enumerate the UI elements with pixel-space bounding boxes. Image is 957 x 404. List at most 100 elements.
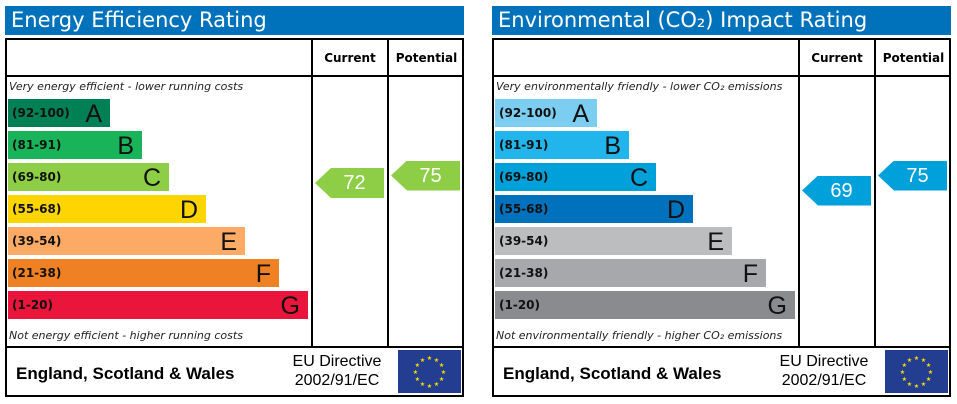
- bottom-note: Not environmentally friendly - higher CO…: [496, 329, 783, 342]
- band-e: (39-54) E: [8, 227, 245, 256]
- svg-text:★: ★: [415, 376, 420, 383]
- potential-rating-arrow: 75: [391, 160, 460, 191]
- band-f: (21-38) F: [495, 259, 766, 288]
- svg-text:★: ★: [926, 376, 931, 383]
- svg-text:★: ★: [439, 362, 444, 369]
- region-label: England, Scotland & Wales: [16, 364, 235, 383]
- svg-text:★: ★: [420, 357, 425, 364]
- region-label: England, Scotland & Wales: [503, 364, 722, 383]
- svg-text:★: ★: [413, 369, 418, 376]
- potential-rating-arrow: 75: [878, 160, 947, 191]
- band-range: (1-20): [12, 298, 53, 312]
- eu-flag-icon: ★★★★★★★★★ ★ ★★: [885, 350, 948, 393]
- chart-frame: [492, 38, 951, 397]
- svg-text:★: ★: [926, 362, 931, 369]
- band-letter: B: [117, 132, 134, 160]
- directive-number: 2002/91/EC: [294, 372, 380, 389]
- bottom-note: Not energy efficient - higher running co…: [9, 329, 243, 342]
- band-g: (1-20) G: [495, 291, 795, 320]
- top-note: Very environmentally friendly - lower CO…: [496, 80, 783, 93]
- band-letter: C: [142, 164, 161, 192]
- svg-text:★: ★: [427, 383, 432, 390]
- band-letter: B: [604, 132, 621, 160]
- band-range: (69-80): [499, 170, 549, 184]
- band-range: (92-100): [499, 106, 557, 120]
- directive-number: 2002/91/EC: [781, 372, 867, 389]
- chart-title: Environmental (CO₂) Impact Rating: [492, 6, 951, 35]
- divider: [492, 75, 951, 77]
- band-c: (69-80) C: [8, 163, 169, 192]
- band-letter: E: [707, 228, 724, 256]
- svg-text:★: ★: [434, 381, 439, 388]
- energy-efficiency-chart: Energy Efficiency Rating Current Potenti…: [0, 0, 470, 404]
- eu-flag-icon: ★★★★★★★★★ ★ ★★: [398, 350, 461, 393]
- svg-text:★: ★: [441, 369, 446, 376]
- svg-text:★: ★: [914, 355, 919, 362]
- divider: [798, 38, 800, 348]
- current-rating-arrow: 69: [802, 175, 871, 206]
- band-range: (39-54): [499, 234, 549, 248]
- chart-title: Energy Efficiency Rating: [5, 6, 464, 35]
- band-range: (21-38): [499, 266, 549, 280]
- band-letter: F: [742, 260, 758, 288]
- band-f: (21-38) F: [8, 259, 279, 288]
- svg-text:★: ★: [415, 362, 420, 369]
- eu-directive: EU Directive 2002/91/EC: [283, 352, 391, 390]
- band-letter: G: [767, 292, 787, 320]
- svg-text:★: ★: [907, 357, 912, 364]
- band-letter: A: [572, 100, 589, 128]
- band-letter: F: [255, 260, 271, 288]
- band-letter: C: [629, 164, 648, 192]
- svg-text:★: ★: [921, 357, 926, 364]
- svg-text:★: ★: [420, 381, 425, 388]
- svg-text:★: ★: [439, 376, 444, 383]
- band-range: (55-68): [499, 202, 549, 216]
- band-range: (92-100): [12, 106, 70, 120]
- band-d: (55-68) D: [8, 195, 206, 224]
- band-range: (81-91): [12, 138, 62, 152]
- svg-text:★: ★: [427, 355, 432, 362]
- band-d: (55-68) D: [495, 195, 693, 224]
- divider: [874, 38, 876, 348]
- environmental-impact-chart: Environmental (CO₂) Impact Rating Curren…: [487, 0, 957, 404]
- current-header: Current: [811, 51, 863, 65]
- directive-line: EU Directive: [292, 353, 382, 370]
- svg-text:★: ★: [902, 376, 907, 383]
- current-rating-arrow: 72: [315, 168, 384, 198]
- divider: [311, 38, 313, 348]
- divider: [492, 346, 951, 348]
- divider: [5, 75, 464, 77]
- band-range: (21-38): [12, 266, 62, 280]
- band-range: (69-80): [12, 170, 62, 184]
- svg-text:★: ★: [921, 381, 926, 388]
- band-a: (92-100) A: [495, 99, 597, 128]
- band-a: (92-100) A: [8, 99, 110, 128]
- band-letter: D: [666, 196, 685, 224]
- band-letter: E: [220, 228, 237, 256]
- band-letter: A: [85, 100, 102, 128]
- svg-text:★: ★: [928, 369, 933, 376]
- svg-text:★: ★: [900, 369, 905, 376]
- current-header: Current: [324, 51, 376, 65]
- band-b: (81-91) B: [495, 131, 629, 160]
- chart-frame: [5, 38, 464, 397]
- band-g: (1-20) G: [8, 291, 308, 320]
- directive-line: EU Directive: [779, 353, 869, 370]
- divider: [5, 346, 464, 348]
- divider: [387, 38, 389, 348]
- band-b: (81-91) B: [8, 131, 142, 160]
- band-letter: D: [179, 196, 198, 224]
- svg-text:★: ★: [914, 383, 919, 390]
- band-e: (39-54) E: [495, 227, 732, 256]
- svg-text:★: ★: [907, 381, 912, 388]
- band-range: (39-54): [12, 234, 62, 248]
- svg-text:★: ★: [434, 357, 439, 364]
- potential-header: Potential: [882, 51, 945, 65]
- band-range: (1-20): [499, 298, 540, 312]
- svg-text:★: ★: [902, 362, 907, 369]
- eu-directive: EU Directive 2002/91/EC: [770, 352, 878, 390]
- top-note: Very energy efficient - lower running co…: [9, 80, 244, 93]
- band-letter: G: [280, 292, 300, 320]
- band-c: (69-80) C: [495, 163, 656, 192]
- potential-header: Potential: [395, 51, 458, 65]
